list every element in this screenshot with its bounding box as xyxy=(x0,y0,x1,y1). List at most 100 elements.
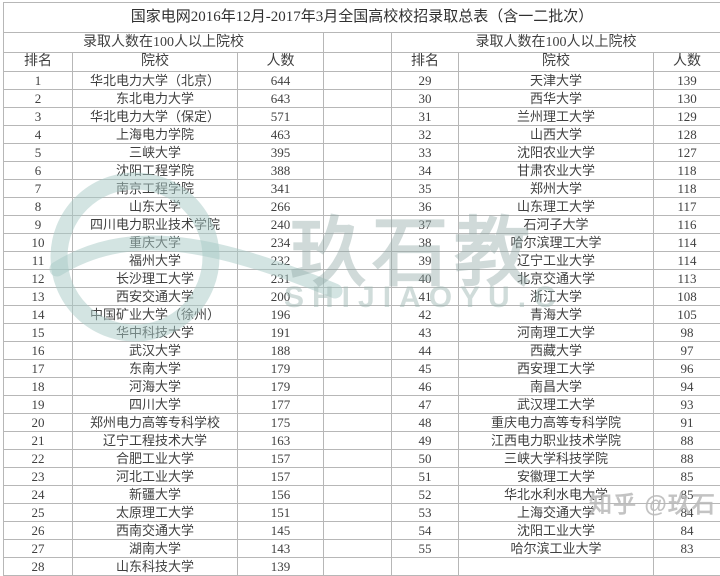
gap-cell xyxy=(324,270,392,288)
left-school-header: 院校 xyxy=(73,53,238,72)
gap-cell xyxy=(324,252,392,270)
count-cell: 98 xyxy=(654,324,720,342)
rank-cell: 34 xyxy=(392,162,459,180)
school-cell: 河北工业大学 xyxy=(73,468,238,486)
school-cell: 湖南大学 xyxy=(73,540,238,558)
count-cell: 105 xyxy=(654,306,720,324)
count-cell: 191 xyxy=(238,324,324,342)
count-cell: 93 xyxy=(654,396,720,414)
gap-cell xyxy=(324,288,392,306)
rank-cell: 30 xyxy=(392,90,459,108)
table-body: 国家电网2016年12月-2017年3月全国高校校招录取总表（含一二批次） 录取… xyxy=(4,3,720,576)
rank-cell: 3 xyxy=(4,108,73,126)
school-cell: 哈尔滨工业大学 xyxy=(459,540,654,558)
school-cell: 北京交通大学 xyxy=(459,270,654,288)
school-cell: 重庆电力高等专科学院 xyxy=(459,414,654,432)
count-cell: 151 xyxy=(238,504,324,522)
count-cell: 156 xyxy=(238,486,324,504)
count-cell: 88 xyxy=(654,432,720,450)
school-cell: 西华大学 xyxy=(459,90,654,108)
school-cell: 沈阳工业大学 xyxy=(459,522,654,540)
gap-cell xyxy=(324,342,392,360)
rank-cell: 9 xyxy=(4,216,73,234)
school-cell: 华北水利水电大学 xyxy=(459,486,654,504)
rank-cell: 33 xyxy=(392,144,459,162)
rank-cell: 10 xyxy=(4,234,73,252)
count-cell: 94 xyxy=(654,378,720,396)
gap-cell xyxy=(324,306,392,324)
school-cell: 重庆大学 xyxy=(73,234,238,252)
gap-cell xyxy=(324,90,392,108)
rank-cell: 27 xyxy=(4,540,73,558)
count-cell: 395 xyxy=(238,144,324,162)
rank-cell: 55 xyxy=(392,540,459,558)
school-cell: 华北电力大学（北京） xyxy=(73,72,238,90)
school-cell: 甘肃农业大学 xyxy=(459,162,654,180)
school-cell: 合肥工业大学 xyxy=(73,450,238,468)
left-count-header: 人数 xyxy=(238,53,324,72)
count-cell: 96 xyxy=(654,360,720,378)
gap-cell xyxy=(324,126,392,144)
count-cell: 188 xyxy=(238,342,324,360)
school-cell: 河海大学 xyxy=(73,378,238,396)
left-rank-header: 排名 xyxy=(4,53,73,72)
rank-cell: 26 xyxy=(4,522,73,540)
school-cell: 天津大学 xyxy=(459,72,654,90)
rank-cell: 35 xyxy=(392,180,459,198)
count-cell: 163 xyxy=(238,432,324,450)
rank-cell: 32 xyxy=(392,126,459,144)
school-cell: 西藏大学 xyxy=(459,342,654,360)
rank-cell: 18 xyxy=(4,378,73,396)
school-cell: 三峡大学 xyxy=(73,144,238,162)
rank-cell xyxy=(392,558,459,576)
rank-cell: 11 xyxy=(4,252,73,270)
count-cell: 84 xyxy=(654,522,720,540)
gap-cell xyxy=(324,486,392,504)
rank-cell: 52 xyxy=(392,486,459,504)
school-cell: 西安理工大学 xyxy=(459,360,654,378)
school-cell: 新疆大学 xyxy=(73,486,238,504)
count-cell: 388 xyxy=(238,162,324,180)
rank-cell: 6 xyxy=(4,162,73,180)
count-cell: 179 xyxy=(238,360,324,378)
rank-cell: 50 xyxy=(392,450,459,468)
rank-cell: 41 xyxy=(392,288,459,306)
rank-cell: 17 xyxy=(4,360,73,378)
rank-cell: 23 xyxy=(4,468,73,486)
count-cell: 113 xyxy=(654,270,720,288)
school-cell: 浙江大学 xyxy=(459,288,654,306)
gap-cell xyxy=(324,468,392,486)
gap-cell xyxy=(324,198,392,216)
count-cell: 88 xyxy=(654,450,720,468)
count-cell: 84 xyxy=(654,504,720,522)
school-cell: 辽宁工程技术大学 xyxy=(73,432,238,450)
gap-cell xyxy=(324,540,392,558)
rank-cell: 13 xyxy=(4,288,73,306)
school-cell: 沈阳农业大学 xyxy=(459,144,654,162)
rank-cell: 16 xyxy=(4,342,73,360)
gap-cell xyxy=(324,162,392,180)
school-cell: 太原理工大学 xyxy=(73,504,238,522)
count-cell: 463 xyxy=(238,126,324,144)
gap-cell xyxy=(324,396,392,414)
count-cell: 240 xyxy=(238,216,324,234)
rank-cell: 31 xyxy=(392,108,459,126)
school-cell: 沈阳工程学院 xyxy=(73,162,238,180)
school-cell: 上海电力学院 xyxy=(73,126,238,144)
school-cell: 山西大学 xyxy=(459,126,654,144)
school-cell: 东北电力大学 xyxy=(73,90,238,108)
rank-cell: 20 xyxy=(4,414,73,432)
school-cell: 东南大学 xyxy=(73,360,238,378)
right-school-header: 院校 xyxy=(459,53,654,72)
